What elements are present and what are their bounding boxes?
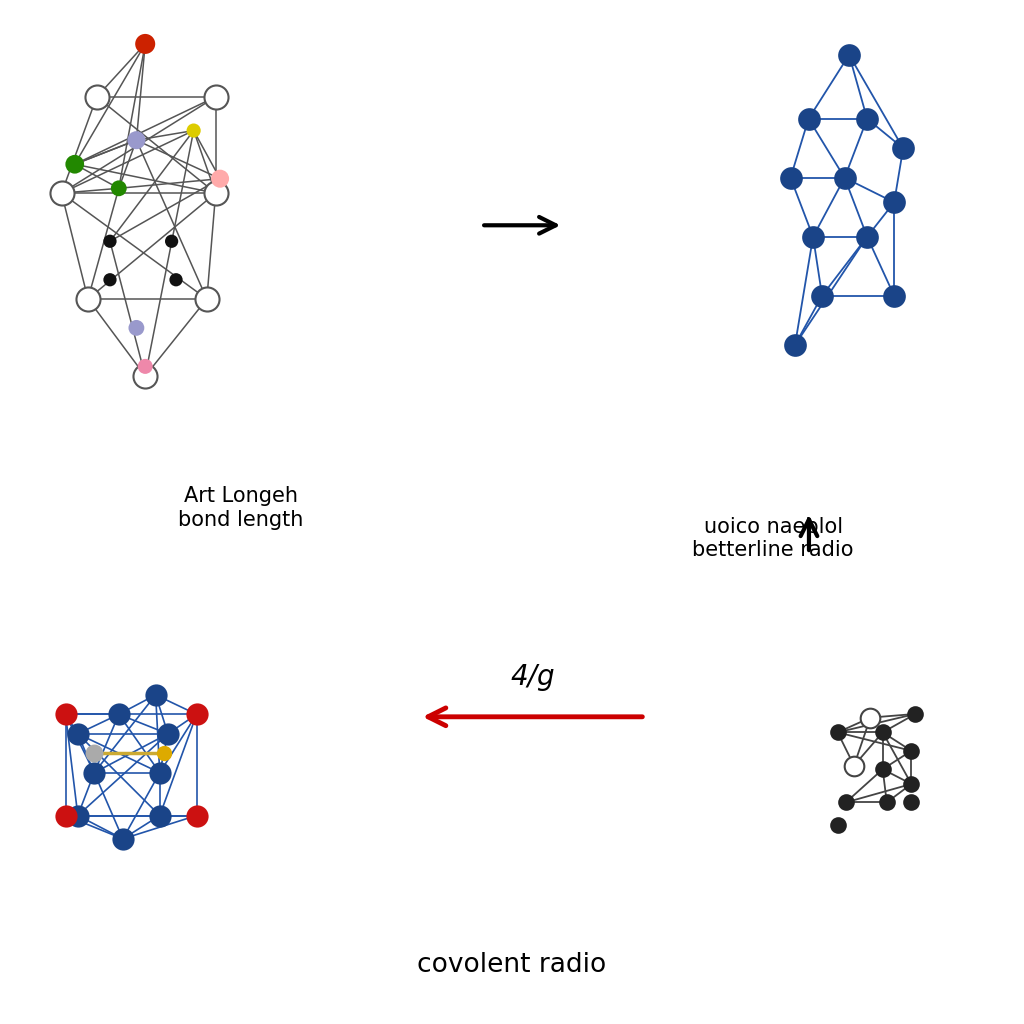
Text: Art Longeh
bond length: Art Longeh bond length <box>178 486 303 529</box>
Point <box>859 111 876 127</box>
Point <box>137 358 154 375</box>
Point <box>115 830 131 847</box>
Point <box>86 765 102 781</box>
Point <box>57 807 74 823</box>
Text: uoico naeblol
betterline radio: uoico naeblol betterline radio <box>692 517 854 560</box>
Point <box>846 758 862 774</box>
Point <box>859 228 876 245</box>
Point <box>782 170 799 186</box>
Text: 4/g: 4/g <box>510 664 555 691</box>
Point <box>208 185 224 202</box>
Point <box>886 288 902 304</box>
Point <box>862 710 879 726</box>
Point <box>837 170 853 186</box>
Point <box>168 271 184 288</box>
Point <box>160 726 176 742</box>
Point <box>874 724 891 740</box>
Point <box>128 319 144 336</box>
Point <box>53 185 70 202</box>
Point <box>185 122 202 138</box>
Point <box>152 807 168 823</box>
Point <box>188 807 205 823</box>
Point <box>128 132 144 148</box>
Point <box>70 807 86 823</box>
Point <box>111 707 127 723</box>
Point <box>137 368 154 384</box>
Point <box>814 288 830 304</box>
Text: covolent radio: covolent radio <box>418 952 606 978</box>
Point <box>895 140 911 157</box>
Point <box>80 291 96 307</box>
Point <box>903 795 920 811</box>
Point <box>886 195 902 211</box>
Point <box>188 707 205 723</box>
Point <box>801 111 817 127</box>
Point <box>841 47 857 63</box>
Point <box>137 36 154 52</box>
Point <box>199 291 215 307</box>
Point <box>903 742 920 759</box>
Point <box>212 170 228 186</box>
Point <box>164 233 180 250</box>
Point <box>86 745 102 762</box>
Point <box>786 337 803 353</box>
Point <box>208 89 224 105</box>
Point <box>67 156 83 172</box>
Point <box>903 776 920 793</box>
Point <box>805 228 821 245</box>
Point <box>111 180 127 197</box>
Point <box>70 726 86 742</box>
Point <box>101 233 118 250</box>
Point <box>879 795 895 811</box>
Point <box>907 706 924 722</box>
Point <box>156 745 172 762</box>
Point <box>88 89 105 105</box>
Point <box>101 271 118 288</box>
Point <box>147 687 164 703</box>
Point <box>57 707 74 723</box>
Point <box>829 724 846 740</box>
Point <box>874 761 891 777</box>
Point <box>829 816 846 833</box>
Point <box>838 795 854 811</box>
Point <box>152 765 168 781</box>
